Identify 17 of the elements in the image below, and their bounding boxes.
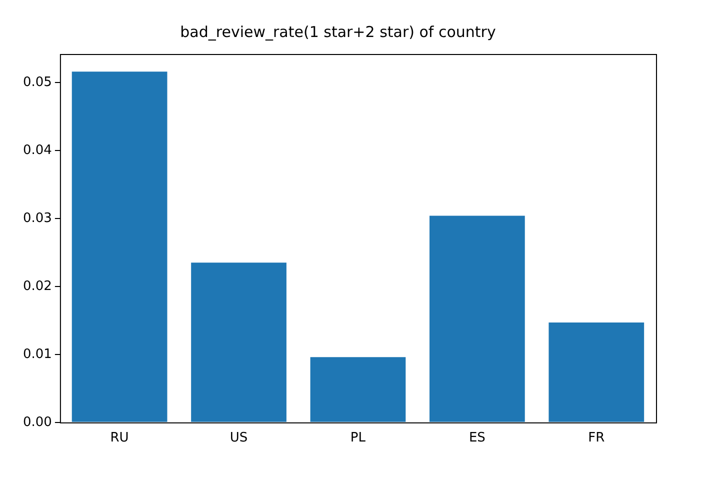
y-tick-label: 0.00 (22, 414, 52, 430)
y-tick-label: 0.02 (22, 278, 52, 294)
bar (72, 72, 168, 422)
x-tick-label: FR (588, 430, 605, 446)
bar (310, 357, 406, 422)
x-tick-label: PL (350, 430, 366, 446)
y-tick-label: 0.05 (22, 74, 52, 90)
y-tick-label: 0.03 (22, 210, 52, 226)
x-tick-label: ES (468, 430, 486, 446)
chart-title: bad_review_rate(1 star+2 star) of country (180, 22, 496, 41)
x-tick-label: US (230, 430, 248, 446)
bar (430, 216, 525, 422)
x-tick-label: RU (110, 430, 129, 446)
bar (191, 262, 286, 422)
y-tick-label: 0.04 (22, 142, 52, 158)
bar (548, 322, 644, 422)
y-tick-label: 0.01 (22, 346, 52, 362)
